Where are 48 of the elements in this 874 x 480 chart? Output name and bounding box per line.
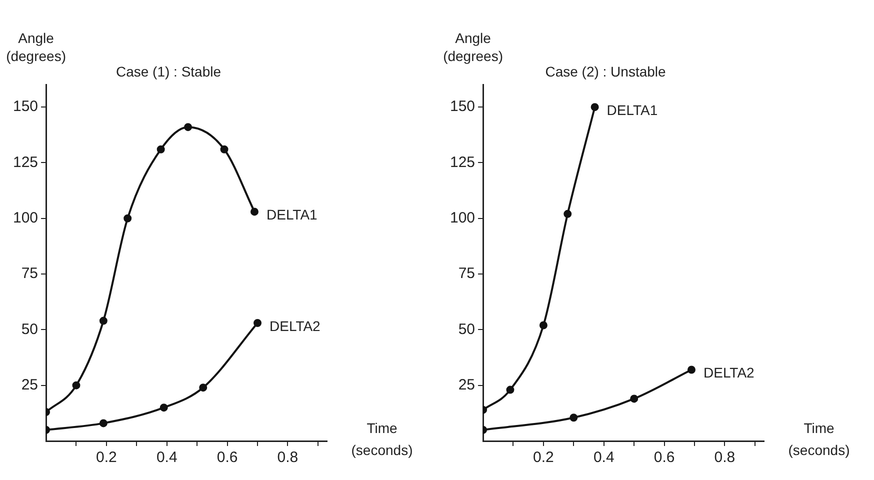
x-tick-label: 0.6 bbox=[654, 449, 675, 466]
x-tick-label: 0.4 bbox=[156, 449, 178, 466]
y-tick-label: 75 bbox=[458, 265, 476, 282]
point bbox=[590, 103, 599, 112]
point bbox=[199, 384, 208, 392]
point bbox=[630, 394, 638, 403]
y-tick-label: 50 bbox=[21, 320, 38, 338]
point bbox=[99, 419, 108, 428]
point bbox=[124, 214, 132, 222]
point bbox=[506, 386, 514, 394]
y-tick-label: 100 bbox=[450, 210, 476, 227]
point bbox=[564, 210, 572, 218]
y-tick-label: 150 bbox=[450, 98, 476, 116]
y-tick-label: 25 bbox=[458, 376, 476, 394]
series-label: DELTA2 bbox=[703, 364, 755, 381]
x-tick-label: 0.8 bbox=[277, 449, 298, 466]
y-tick-label: 25 bbox=[21, 376, 38, 394]
y-tick-label: 125 bbox=[12, 154, 38, 171]
y-axis-title: Angle (degrees) bbox=[6, 30, 66, 64]
y-tick-label: 75 bbox=[21, 265, 38, 282]
x-tick-label: 0.8 bbox=[714, 449, 736, 466]
chart-title: Case (2) : Unstable bbox=[545, 63, 666, 80]
point bbox=[156, 145, 165, 154]
point bbox=[539, 321, 548, 330]
point bbox=[687, 366, 696, 374]
point bbox=[160, 404, 168, 412]
point bbox=[99, 316, 108, 325]
y-tick-label: 125 bbox=[450, 154, 476, 171]
x-tick-label: 0.2 bbox=[96, 449, 117, 466]
y-axis-title: Angle (degrees) bbox=[443, 30, 503, 64]
x-axis-title: Time (seconds) bbox=[788, 420, 850, 458]
series-label: DELTA2 bbox=[270, 318, 321, 334]
point bbox=[570, 414, 578, 422]
y-tick-label: 100 bbox=[12, 210, 38, 227]
x-axis-title: Time (seconds) bbox=[351, 420, 413, 458]
point bbox=[220, 145, 228, 154]
point bbox=[184, 123, 192, 132]
chart-title: Case (1) : Stable bbox=[116, 63, 222, 80]
series-label: DELTA1 bbox=[606, 102, 658, 118]
x-tick-label: 0.6 bbox=[216, 449, 238, 466]
x-tick-label: 0.2 bbox=[533, 449, 554, 466]
series-label: DELTA1 bbox=[266, 206, 318, 223]
y-tick-label: 50 bbox=[458, 320, 476, 338]
point bbox=[72, 381, 80, 390]
y-tick-label: 150 bbox=[12, 98, 38, 116]
x-tick-label: 0.4 bbox=[593, 449, 614, 466]
point bbox=[250, 208, 258, 216]
point bbox=[254, 319, 262, 328]
